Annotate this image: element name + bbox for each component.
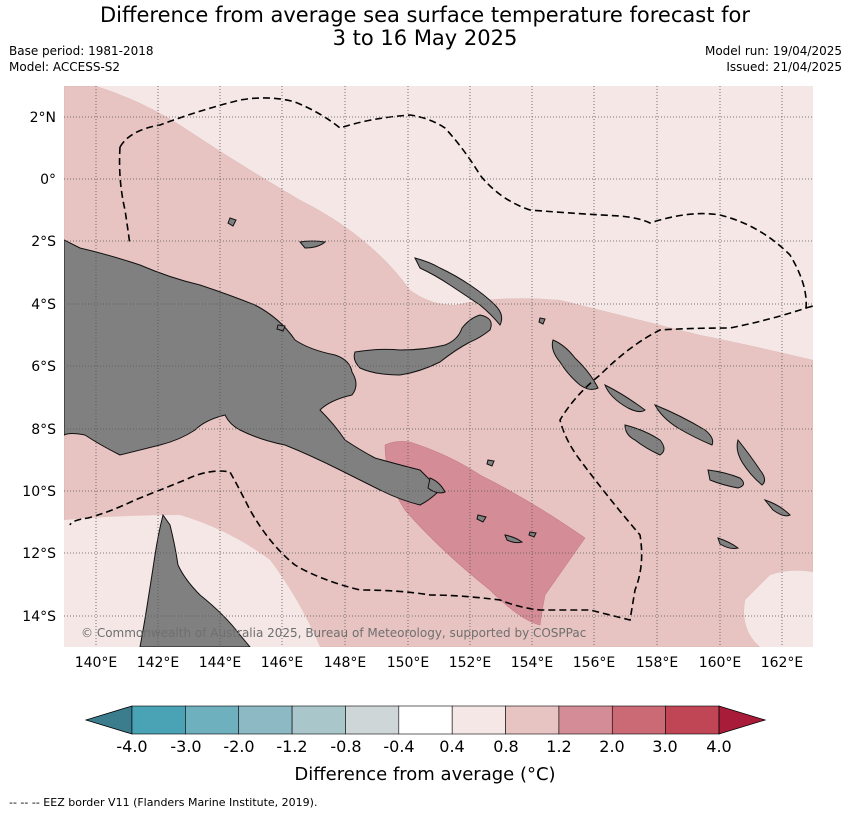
colorbar-tick-label: 3.0 xyxy=(652,737,677,756)
land-santa-cruz xyxy=(763,498,791,517)
colorbar-segment xyxy=(131,705,186,735)
land-trobriand xyxy=(486,459,495,467)
colorbar-tick-label: 1.2 xyxy=(546,737,571,756)
colorbar-segment xyxy=(398,705,453,735)
colorbar-segment xyxy=(451,705,506,735)
land-bougainville xyxy=(551,339,599,390)
colorbar-tick-label: -1.2 xyxy=(276,737,307,756)
colorbar-tick-label: -2.0 xyxy=(223,737,254,756)
land-small-4 xyxy=(538,317,546,325)
lon-labels: 140°E 142°E 144°E 146°E 148°E 150°E 152°… xyxy=(75,655,804,671)
lat-label: 0° xyxy=(40,172,56,188)
land-guadalcanal xyxy=(624,424,665,456)
colorbar-tick-label: -3.0 xyxy=(170,737,201,756)
eez-border-east xyxy=(805,305,813,309)
lon-label: 160°E xyxy=(699,655,742,671)
lon-label: 156°E xyxy=(573,655,616,671)
land-santa-isabel xyxy=(653,404,714,446)
land-choiseul xyxy=(604,383,646,413)
colorbar-segment xyxy=(185,705,240,735)
meta-right: Model run: 19/04/2025 Issued: 21/04/2025 xyxy=(705,43,842,75)
land-small-1 xyxy=(227,217,237,227)
colorbar-tick-label: 0.8 xyxy=(493,737,518,756)
colorbar-segment xyxy=(611,705,666,735)
colorbar-arrow-low xyxy=(84,705,133,735)
issued-text: Issued: 21/04/2025 xyxy=(726,60,842,74)
meta-left: Base period: 1981-2018 Model: ACCESS-S2 xyxy=(9,43,154,75)
lat-label: 4°S xyxy=(31,297,56,313)
colorbar-tick-label: 2.0 xyxy=(599,737,624,756)
colorbar-segment xyxy=(345,705,400,735)
colorbar-arrow-high xyxy=(718,705,767,735)
lon-label: 152°E xyxy=(449,655,492,671)
land-cape-york xyxy=(139,513,251,647)
land-masses xyxy=(64,217,791,647)
lon-label: 140°E xyxy=(75,655,118,671)
anomaly-band-0.4-0.8-sw xyxy=(64,515,320,647)
land-louisiade-2 xyxy=(476,514,487,523)
colorbar-labels: -4.0 -3.0 -2.0 -1.2 -0.8 -0.4 0.4 0.8 1.… xyxy=(116,737,731,756)
lon-label: 146°E xyxy=(261,655,304,671)
land-louisiade-1 xyxy=(504,534,524,544)
colorbar-tick-label: 4.0 xyxy=(706,737,731,756)
lat-label: 14°S xyxy=(22,609,56,625)
lon-label: 154°E xyxy=(511,655,554,671)
land-new-ireland xyxy=(414,257,503,326)
lon-label: 142°E xyxy=(137,655,180,671)
lon-label: 162°E xyxy=(761,655,804,671)
lat-label: 10°S xyxy=(22,484,56,500)
gridlines xyxy=(64,86,813,647)
map-title-line1: Difference from average sea surface temp… xyxy=(100,3,750,27)
colorbar-tick-label: -4.0 xyxy=(116,737,147,756)
land-makira xyxy=(707,469,744,489)
lat-label: 2°S xyxy=(31,234,56,250)
eez-legend-text: -- -- -- EEZ border V11 (Flanders Marine… xyxy=(9,796,318,809)
land-new-britain xyxy=(353,314,492,376)
model-run-text: Model run: 19/04/2025 xyxy=(704,44,842,58)
lat-label: 2°N xyxy=(30,110,56,126)
base-period-text: Base period: 1981-2018 xyxy=(9,44,154,58)
land-small-2 xyxy=(276,324,286,332)
colorbar-segment xyxy=(238,705,293,735)
anomaly-band-0.4-0.8-north xyxy=(96,86,813,360)
model-text: Model: ACCESS-S2 xyxy=(9,60,121,74)
lat-labels: 2°N 0° 2°S 4°S 6°S 8°S 10°S 12°S 14°S xyxy=(22,110,56,625)
lat-label: 8°S xyxy=(31,422,56,438)
colorbar-segment xyxy=(505,705,560,735)
copyright-text: © Commonwealth of Australia 2025, Bureau… xyxy=(81,626,586,640)
colorbar-tick-label: 0.4 xyxy=(439,737,464,756)
eez-border-west xyxy=(118,146,131,246)
colorbar-tick-label: -0.8 xyxy=(330,737,361,756)
lon-label: 150°E xyxy=(387,655,430,671)
colorbar-segment xyxy=(558,705,613,735)
map-title-line2: 3 to 16 May 2025 xyxy=(332,26,518,50)
lon-label: 148°E xyxy=(324,655,367,671)
lat-label: 12°S xyxy=(22,546,56,562)
land-louisiade-3 xyxy=(528,531,537,538)
map-area: © Commonwealth of Australia 2025, Bureau… xyxy=(64,86,813,647)
colorbar-segment xyxy=(291,705,346,735)
colorbar-tick-label: -0.4 xyxy=(383,737,414,756)
colorbar-title: Difference from average (°C) xyxy=(294,764,555,785)
anomaly-band-0.4-0.8-se xyxy=(744,570,813,647)
land-dentrecasteaux xyxy=(427,477,446,494)
lat-label: 6°S xyxy=(31,359,56,375)
lon-label: 144°E xyxy=(199,655,242,671)
colorbar xyxy=(84,705,767,735)
land-rennell xyxy=(717,537,740,549)
lon-label: 158°E xyxy=(636,655,679,671)
land-malaita xyxy=(736,438,766,486)
colorbar-segment xyxy=(665,705,720,735)
